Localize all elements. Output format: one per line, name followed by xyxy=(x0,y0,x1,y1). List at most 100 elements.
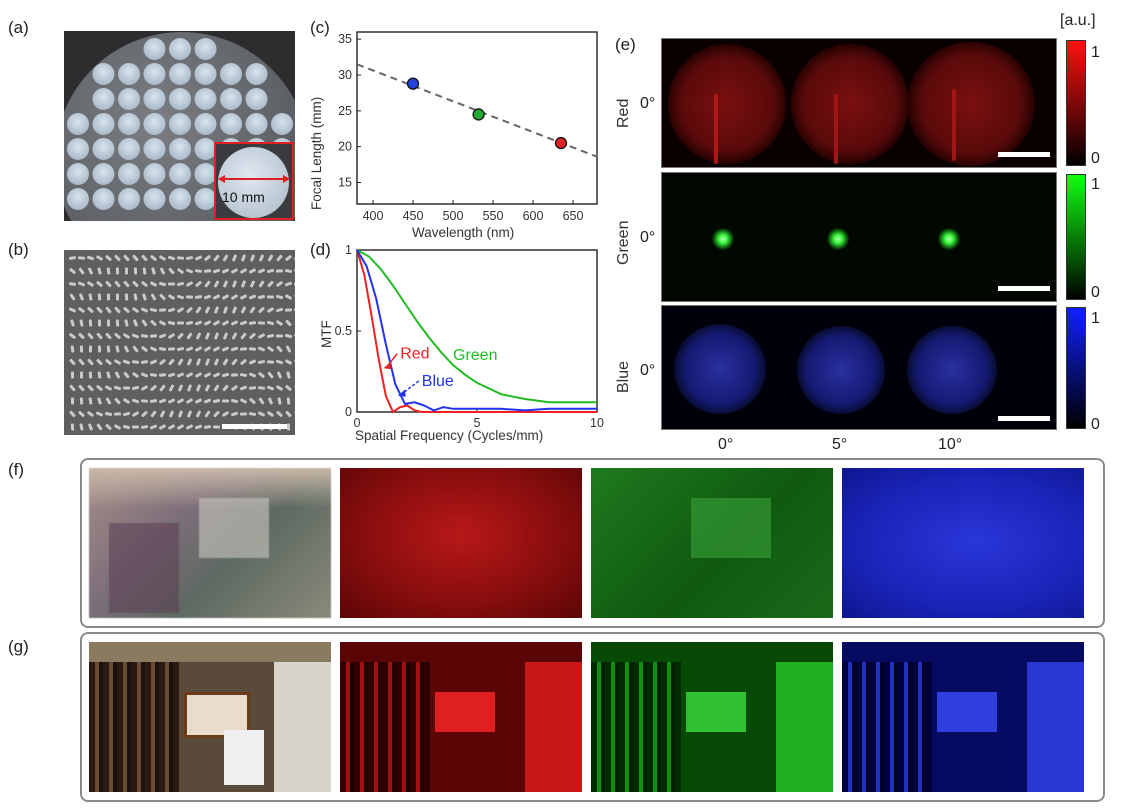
frame-f xyxy=(80,458,1105,628)
nanofin xyxy=(186,306,193,314)
mtf-label-green: Green xyxy=(453,347,497,364)
nanofin xyxy=(276,345,283,353)
row-name-blue: Blue xyxy=(615,360,632,393)
image-g-blue-sign xyxy=(937,692,997,732)
lens-element xyxy=(67,113,89,135)
nanofin xyxy=(249,332,256,340)
nanofin xyxy=(97,371,102,379)
nanofin xyxy=(141,410,148,418)
nanofin xyxy=(167,255,176,261)
lens-element xyxy=(92,138,115,160)
lens-element xyxy=(118,113,140,135)
image-g-blue xyxy=(842,642,1084,792)
lens-element xyxy=(143,63,166,85)
panel-label-b: (b) xyxy=(8,240,29,259)
nanofin xyxy=(97,293,102,301)
nanofin xyxy=(267,254,274,262)
nanofin xyxy=(194,320,203,326)
nanofin xyxy=(79,397,84,405)
colorbar-green xyxy=(1066,174,1086,300)
nanofin xyxy=(97,267,102,275)
nanofin xyxy=(97,319,102,327)
mtf-label-red: Red xyxy=(400,346,429,363)
nanofin xyxy=(230,398,239,404)
nanofin xyxy=(70,371,75,379)
nanofin xyxy=(80,371,83,379)
nanofin xyxy=(259,254,264,262)
chart-focal-length: 400 450 500 550 600 650 15 20 25 30 35 Focal Lengt… xyxy=(307,22,607,247)
nanofin xyxy=(249,397,256,405)
nanofin xyxy=(177,358,184,366)
nanofin xyxy=(276,320,283,326)
nanofin xyxy=(158,398,167,404)
nanofin xyxy=(97,397,102,405)
chart-d-ytick-label: 0 xyxy=(345,405,352,419)
nanofin xyxy=(131,360,140,364)
nanofin xyxy=(151,267,156,275)
nanofin xyxy=(123,254,130,262)
nanofin xyxy=(249,359,256,365)
nanofin xyxy=(186,398,193,404)
nanofin xyxy=(122,424,131,430)
nanofin xyxy=(141,346,148,352)
nanofin xyxy=(240,398,247,404)
nanofin xyxy=(204,255,211,261)
nanofin xyxy=(114,332,121,340)
image-f-rgb-shelf xyxy=(109,523,179,613)
nanofin xyxy=(204,280,211,288)
nanofin xyxy=(87,306,94,314)
nanofin xyxy=(267,411,274,417)
nanofin xyxy=(150,281,157,287)
lens-element xyxy=(194,113,217,135)
chart-d-ylabel: MTF xyxy=(319,320,334,348)
nanofin xyxy=(267,371,274,379)
nanofin xyxy=(294,359,295,365)
nanofin xyxy=(213,384,220,392)
nanofin xyxy=(69,268,76,274)
nanofin xyxy=(141,385,148,391)
nanofin xyxy=(124,319,129,327)
nanofin xyxy=(222,411,229,417)
mtf-series-blue xyxy=(356,249,597,412)
lens-element xyxy=(169,188,191,210)
nanofin xyxy=(284,269,293,273)
nanofin xyxy=(159,410,166,418)
psf-row-red xyxy=(661,38,1057,168)
nanofin xyxy=(294,255,295,261)
nanofin xyxy=(150,255,157,261)
nanofin xyxy=(214,358,219,366)
nanofin xyxy=(248,321,257,325)
data-point xyxy=(472,108,485,121)
mtf-arrowhead-red xyxy=(383,362,392,370)
nanofin xyxy=(105,423,112,431)
nanofin xyxy=(88,371,93,379)
nanofin xyxy=(284,281,293,287)
nanofin xyxy=(141,281,148,287)
nanofin xyxy=(106,319,111,327)
nanofin xyxy=(293,282,295,286)
scale-bar-green xyxy=(998,286,1050,291)
chart-c-ytick-label: 15 xyxy=(338,176,352,190)
nanofin xyxy=(221,372,230,378)
image-g-red-sign xyxy=(435,692,495,732)
nanofin xyxy=(176,294,185,300)
nanofin xyxy=(222,254,229,262)
chart-d-xtick-label: 0 xyxy=(354,416,361,430)
nanofin xyxy=(258,280,265,288)
nanofin xyxy=(133,293,138,301)
chart-c-xtick-label: 600 xyxy=(523,209,544,223)
nanofin xyxy=(96,358,103,366)
nanofin xyxy=(231,320,238,326)
nanofin xyxy=(231,268,238,274)
nanofin xyxy=(257,268,266,274)
image-g-red-wall xyxy=(525,662,582,792)
chart-c-ytick-label: 30 xyxy=(338,68,352,82)
nanofin xyxy=(249,280,256,288)
row-name-green: Green xyxy=(615,220,632,265)
chart-mtf: 0 5 10 0 0.5 1 Green Red Blue MTF Spatial Freque… xyxy=(307,240,607,450)
nanofin xyxy=(158,347,167,351)
psf-red-streak-5 xyxy=(834,94,838,164)
image-g-green-shelves xyxy=(591,662,681,792)
lens-element xyxy=(143,38,166,60)
inset-lens xyxy=(218,147,289,218)
